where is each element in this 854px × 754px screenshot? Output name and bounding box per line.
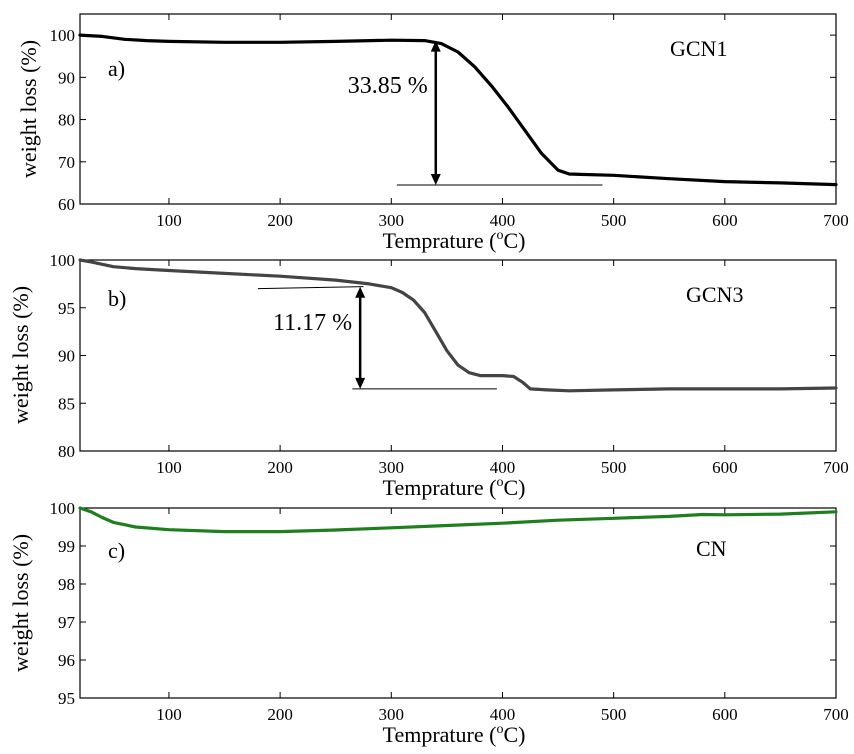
x-axis-label: Temprature (oC) — [383, 722, 526, 747]
plot-frame — [79, 507, 837, 699]
x-tick-label: 100 — [156, 705, 182, 724]
annotation-label: 33.85 % — [348, 73, 428, 99]
x-tick-label: 500 — [601, 211, 627, 230]
x-tick-label: 200 — [267, 705, 293, 724]
x-tick-label: 400 — [490, 705, 516, 724]
series-line-gcn1 — [78, 33, 838, 187]
annotation-arrowhead-up — [355, 286, 366, 298]
panel-letter: a) — [108, 56, 125, 81]
panel-1: 100 200 300 400 500 600 700 60 70 80 90 100 Tempratu… — [16, 13, 849, 253]
series-name-label: CN — [696, 536, 727, 561]
y-tick-label: 100 — [50, 251, 76, 270]
panel-2: 100 200 300 400 500 600 700 80 85 90 95 100 Tempratu… — [8, 251, 849, 500]
x-axis-label-text: Temprature ( — [383, 722, 497, 747]
x-tick-label: 300 — [379, 211, 405, 230]
annotation-arrowhead-down — [355, 377, 366, 389]
x-tick-label: 100 — [156, 458, 182, 477]
series-line-cn — [78, 506, 838, 534]
y-tick-label: 95 — [58, 299, 75, 318]
y-tick-label: 80 — [58, 442, 75, 461]
x-axis-unit: C) — [503, 722, 525, 747]
y-tick-label: 60 — [58, 195, 75, 214]
x-tick-label: 500 — [601, 705, 627, 724]
annotation-arrowhead-up — [430, 40, 441, 52]
y-tick-label: 80 — [58, 111, 75, 130]
y-tick-label: 100 — [50, 499, 76, 518]
x-tick-label: 600 — [712, 211, 738, 230]
x-axis-label: Temprature (oC) — [383, 228, 526, 253]
y-tick-label: 85 — [58, 394, 75, 413]
y-tick-label: 96 — [58, 651, 75, 670]
x-tick-label: 700 — [823, 705, 849, 724]
annotation-label: 11.17 % — [273, 310, 352, 336]
y-tick-label: 90 — [58, 68, 75, 87]
x-axis-label: Temprature (oC) — [383, 475, 526, 500]
y-tick-label: 70 — [58, 153, 75, 172]
y-tick-label: 90 — [58, 347, 75, 366]
y-axis-label: weight loss (%) — [16, 40, 41, 178]
x-tick-label: 600 — [712, 458, 738, 477]
x-tick-label: 700 — [823, 211, 849, 230]
x-tick-label: 300 — [379, 458, 405, 477]
x-tick-label: 200 — [267, 211, 293, 230]
y-tick-label: 99 — [58, 537, 75, 556]
y-tick-label: 97 — [58, 613, 76, 632]
y-tick-label: 98 — [58, 575, 75, 594]
annotation-top-line — [257, 286, 364, 290]
x-tick-label: 500 — [601, 458, 627, 477]
y-tick-label: 100 — [50, 26, 76, 45]
x-tick-label: 600 — [712, 705, 738, 724]
x-tick-label: 700 — [823, 458, 849, 477]
x-tick-label: 300 — [379, 705, 405, 724]
series-line-gcn3 — [78, 258, 838, 393]
x-axis-unit-superscript: o — [496, 722, 503, 737]
x-axis-unit-superscript: o — [496, 475, 503, 490]
x-axis-unit: C) — [503, 475, 525, 500]
x-tick-label: 200 — [267, 458, 293, 477]
x-axis-label-text: Temprature ( — [383, 228, 497, 253]
x-axis-unit: C) — [503, 228, 525, 253]
y-axis-label: weight loss (%) — [8, 534, 33, 672]
x-tick-label: 400 — [490, 211, 516, 230]
panel-letter: c) — [108, 538, 125, 563]
y-axis-label: weight loss (%) — [8, 286, 33, 424]
series-name-label: GCN3 — [686, 282, 743, 307]
annotation-arrowhead-down — [430, 174, 441, 185]
x-axis-unit-superscript: o — [496, 228, 503, 243]
panel-letter: b) — [108, 286, 126, 311]
x-tick-label: 100 — [156, 211, 182, 230]
x-tick-label: 400 — [490, 458, 516, 477]
series-name-label: GCN1 — [670, 36, 727, 61]
plot-frame — [79, 13, 837, 205]
x-axis-label-text: Temprature ( — [383, 475, 497, 500]
panel-3: 100 200 300 400 500 600 700 95 96 97 98 99 100 Tempra… — [8, 499, 849, 747]
y-tick-label: 95 — [58, 689, 75, 708]
